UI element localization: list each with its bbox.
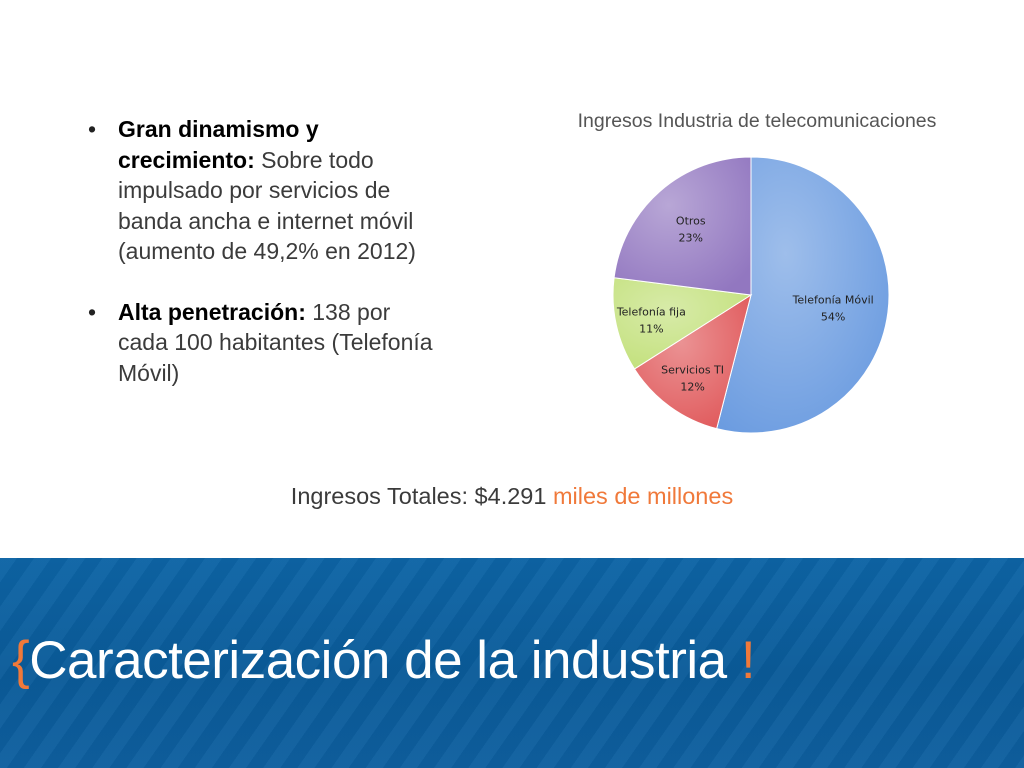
bullet-item: • Gran dinamismo y crecimiento: Sobre to… — [88, 114, 433, 267]
pie-slice-label: Telefonía fija — [616, 305, 686, 318]
bullet-dot: • — [88, 116, 97, 142]
pie-slice-shading — [614, 157, 751, 295]
bullet-text: 138 por cada 100 habitantes (Telefonía M… — [118, 298, 433, 386]
bullet-separator: : — [247, 146, 255, 173]
bullet-dot: • — [88, 298, 97, 325]
pie-slice-percent: 23% — [679, 232, 703, 245]
title-banner — [0, 558, 1024, 768]
bullet-bold-text: Alta penetración: — [118, 298, 306, 325]
pie-slice-label: Servicios TI — [661, 363, 724, 376]
total-revenue-unit: miles de millones — [552, 483, 734, 509]
pie-slice-percent: 11% — [639, 322, 663, 335]
title-exclamation: ! — [740, 631, 756, 690]
slide-title: {Caracterización de la industria ! — [12, 630, 756, 691]
pie-slice-shading — [634, 295, 751, 429]
pie-slice-label: Otros — [676, 215, 706, 228]
pie-slice-percent: 12% — [680, 380, 704, 393]
bullet-text: Sobre todo impulsado por servicios de ba… — [118, 146, 416, 265]
title-open-brace: { — [12, 631, 30, 690]
chart-title: Ingresos Industria de telecomunicaciones — [577, 110, 937, 132]
title-text: Caracterización de la industria — [29, 631, 741, 690]
pie-slice-shading — [716, 157, 889, 433]
pie-slice-percent: 54% — [821, 310, 845, 323]
total-revenue: Ingresos Totales: $4.291 miles de millon… — [0, 483, 1024, 510]
bullet-bold-text: Gran dinamismo y crecimiento — [118, 116, 319, 173]
pie-slice-label: Telefonía Móvil — [792, 293, 874, 306]
bullet-item: • Alta penetración: 138 por cada 100 hab… — [88, 297, 433, 389]
pie-slice-shading — [613, 277, 751, 369]
pie-chart: Telefonía Móvil 54% Servicios TI 12% Telefon… — [612, 156, 890, 434]
bullet-list: • Gran dinamismo y crecimiento: Sobre to… — [88, 114, 433, 418]
total-revenue-text: Ingresos Totales: $4.291 — [290, 483, 553, 509]
